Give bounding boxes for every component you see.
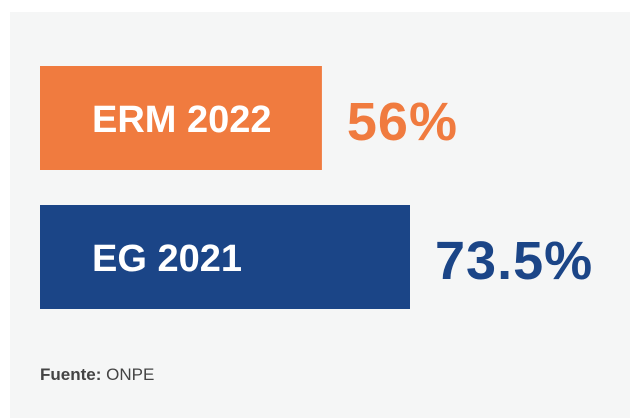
source: Fuente: ONPE bbox=[40, 365, 154, 384]
bar bbox=[40, 205, 410, 309]
bar-label: ERM 2022 bbox=[92, 99, 272, 141]
value-label: 56% bbox=[347, 92, 458, 152]
value-label: 73.5% bbox=[435, 231, 593, 291]
bar bbox=[40, 66, 322, 170]
source-label: Fuente: bbox=[40, 365, 101, 384]
source-text: ONPE bbox=[106, 365, 154, 384]
bar-label: EG 2021 bbox=[92, 238, 242, 280]
